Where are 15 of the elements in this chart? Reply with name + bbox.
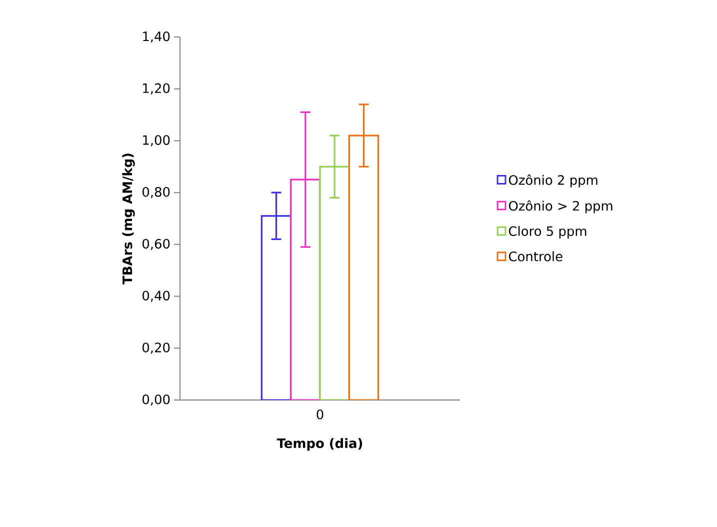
y-tick-label: 1,40 [143, 31, 170, 43]
y-tick-label: 0,80 [142, 187, 170, 198]
y-tick-label: 0,40 [142, 290, 170, 302]
x-tick-label: 0 [316, 410, 324, 420]
legend-label: Controle [508, 251, 562, 262]
y-tick-label: 0,60 [142, 238, 170, 250]
legend-label: Ozônio > 2 ppm [508, 200, 612, 214]
y-tick-label: 1,20 [143, 83, 170, 94]
y-tick-label: 0,20 [142, 342, 170, 354]
legend-label: Cloro 5 ppm [508, 226, 586, 239]
y-axis-title: TBArs (mg AM/kg) [122, 154, 135, 284]
legend-label: Ozônio 2 ppm [508, 174, 598, 188]
y-tick-label: 0,00 [142, 394, 170, 406]
x-axis-title: Tempo (dia) [276, 438, 362, 451]
y-tick-label: 1,00 [143, 135, 170, 146]
